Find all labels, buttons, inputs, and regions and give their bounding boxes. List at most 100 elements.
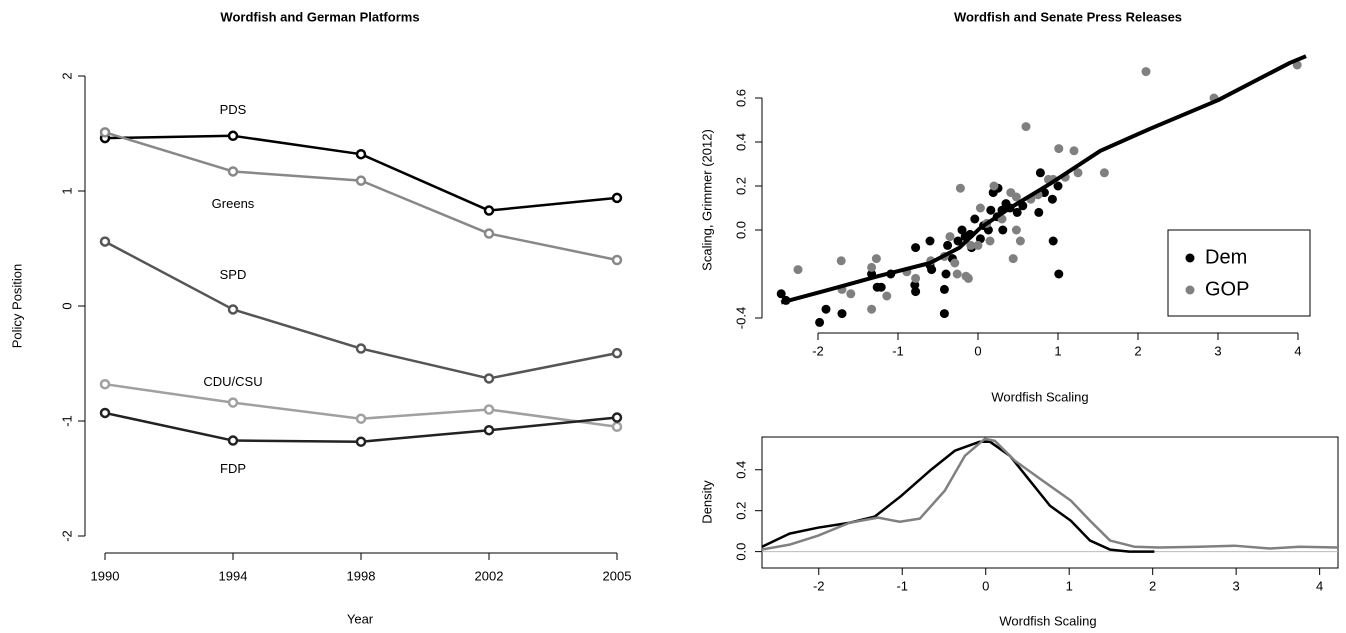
y-axis-label: Scaling, Grimmer (2012) — [699, 129, 714, 271]
scatter-point — [1048, 236, 1058, 246]
scatter-point — [1053, 181, 1063, 191]
point-marker — [483, 373, 495, 384]
scatter-point — [871, 254, 881, 264]
point-marker — [611, 347, 623, 359]
legend-label: GOP — [1205, 278, 1249, 300]
scatter-point — [1099, 168, 1109, 178]
x-axis-label: Year — [347, 611, 374, 626]
x-tick-label: 1990 — [91, 568, 120, 583]
scatter-point — [939, 309, 949, 319]
scatter-point — [882, 291, 892, 301]
series-line — [761, 437, 1339, 551]
point-marker — [611, 192, 623, 204]
legend-swatch — [1185, 285, 1195, 295]
series-line — [104, 240, 618, 380]
scatter-point — [911, 273, 921, 283]
x-tick-label: -1 — [896, 578, 908, 593]
scatter-point — [1035, 168, 1045, 178]
scatter-point — [846, 289, 856, 299]
scatter-point — [950, 258, 960, 268]
y-tick-label: 0.0 — [733, 221, 748, 239]
scatter-point — [953, 236, 963, 246]
scatter-point — [943, 240, 953, 250]
x-tick-label: -1 — [892, 343, 904, 358]
scatter-point — [966, 240, 976, 250]
chart-title: Wordfish and German Platforms — [220, 9, 419, 24]
scatter-point — [867, 262, 877, 272]
scatter-point — [1021, 122, 1031, 132]
scatter-point — [1011, 225, 1021, 235]
scatter-point — [925, 236, 935, 246]
series-label: PDS — [220, 102, 247, 117]
x-tick-label: 1 — [1066, 578, 1073, 593]
y-tick-label: 0.6 — [733, 89, 748, 107]
scatter-point — [815, 317, 825, 327]
x-axis-label: Wordfish Scaling — [991, 389, 1088, 404]
scatter-point — [1015, 236, 1025, 246]
x-tick-label: 4 — [1316, 578, 1323, 593]
x-tick-label: 2005 — [603, 568, 632, 583]
scatter-point — [1073, 168, 1083, 178]
point-marker — [355, 413, 367, 424]
x-tick-label: 0 — [982, 578, 989, 593]
y-axis-label: Density — [699, 480, 714, 524]
point-marker — [355, 148, 367, 160]
y-tick-label: -1 — [59, 415, 74, 427]
scatter-point — [986, 205, 996, 215]
y-tick-label: 0.2 — [733, 177, 748, 195]
scatter-point — [1012, 207, 1022, 217]
x-tick-label: -2 — [813, 578, 825, 593]
x-tick-label: 2 — [1149, 578, 1156, 593]
scatter-point — [939, 284, 949, 294]
x-tick-label: 1994 — [219, 568, 248, 583]
x-tick-label: -2 — [812, 343, 824, 358]
scatter-point — [1008, 254, 1018, 264]
scatter-point — [837, 309, 847, 319]
x-tick-label: 1 — [1054, 343, 1061, 358]
scatter-point — [910, 280, 920, 290]
scatter-point — [876, 282, 886, 292]
x-tick-label: 2002 — [475, 568, 504, 583]
point-marker — [227, 435, 239, 446]
plot-frame — [761, 436, 1339, 569]
x-tick-label: 1998 — [347, 568, 376, 583]
scatter-point — [1054, 269, 1064, 279]
scatter-point — [927, 265, 937, 275]
point-marker — [99, 378, 111, 390]
point-marker — [99, 127, 111, 138]
scatter-point — [945, 232, 955, 242]
series-label: SPD — [220, 267, 247, 282]
point-marker — [483, 205, 495, 216]
scatter-point — [911, 287, 921, 297]
x-tick-label: 0 — [974, 343, 981, 358]
scatter-point — [955, 183, 965, 193]
series-label: CDU/CSU — [203, 374, 262, 389]
point-marker — [611, 421, 623, 432]
scatter-point — [1069, 146, 1079, 156]
scatter-point — [975, 203, 985, 213]
point-marker — [355, 175, 367, 186]
scatter-point — [973, 240, 983, 250]
legend-box — [1167, 229, 1311, 317]
x-tick-label: 2 — [1134, 343, 1141, 358]
point-marker — [227, 166, 239, 177]
series-line — [104, 134, 618, 212]
x-tick-label: 4 — [1294, 343, 1301, 358]
y-tick-label: -2 — [59, 530, 74, 542]
y-tick-label: 0.4 — [733, 461, 748, 479]
y-tick-label: 0 — [59, 302, 74, 309]
x-tick-label: 3 — [1233, 578, 1240, 593]
point-marker — [227, 304, 239, 315]
point-marker — [483, 228, 495, 239]
scatter-point — [952, 269, 962, 279]
scatter-point — [776, 289, 786, 299]
x-axis-label: Wordfish Scaling — [999, 613, 1096, 628]
scatter-point — [911, 243, 921, 253]
y-tick-label: 0.4 — [733, 133, 748, 151]
scatter-point — [821, 304, 831, 314]
point-marker — [99, 236, 111, 247]
point-marker — [611, 254, 623, 266]
point-marker — [99, 407, 111, 419]
point-marker — [483, 424, 495, 436]
scatter-point — [1011, 192, 1021, 202]
